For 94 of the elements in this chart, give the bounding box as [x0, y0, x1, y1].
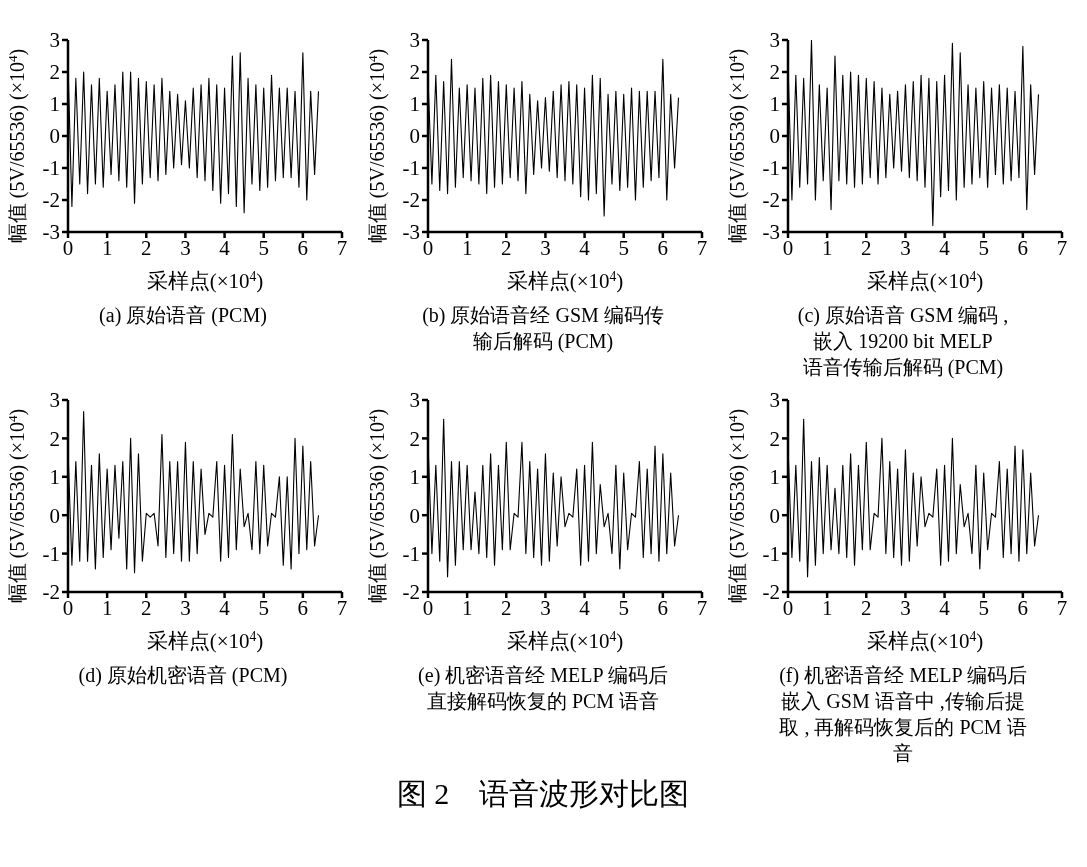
- y-tick-label: 3: [769, 28, 780, 53]
- x-tick-label: 7: [1056, 235, 1068, 260]
- y-tick-label: -1: [762, 542, 780, 567]
- y-tick-label: -2: [762, 580, 780, 605]
- y-tick-label: -1: [402, 542, 420, 567]
- x-axis-title: 采样点(×10$^{4}$): [506, 628, 624, 653]
- x-tick-label: 6: [1017, 595, 1029, 620]
- text: (f) 机密语音经 MELP 编码后嵌入 GSM 语音中 ,传输后提取 , 再解码恢复后的 PCM 语音: [778, 663, 1028, 766]
- x-tick-label: 7: [336, 595, 348, 620]
- x-axis-title: 采样点(×10$^{4}$): [506, 268, 624, 293]
- y-tick-label: 0: [769, 503, 780, 528]
- x-tick-label: 3: [900, 235, 911, 260]
- y-tick-label: -1: [402, 156, 420, 181]
- x-tick-label: 5: [978, 235, 989, 260]
- x-tick-label: 7: [696, 235, 708, 260]
- x-tick-label: 4: [939, 595, 951, 620]
- y-tick-label: 0: [409, 503, 420, 528]
- x-tick-label: 6: [657, 595, 669, 620]
- text: (a) 原始语音 (PCM): [98, 303, 268, 328]
- x-tick-label: 1: [101, 235, 113, 260]
- x-tick-label: 4: [939, 235, 951, 260]
- y-tick-label: -2: [402, 188, 420, 213]
- x-tick-label: 7: [1056, 595, 1068, 620]
- x-axis-title: 采样点(×10$^{4}$): [146, 628, 264, 653]
- y-tick-label: 1: [409, 92, 420, 117]
- x-tick-label: 3: [540, 595, 551, 620]
- text: (c) 原始语音 GSM 编码 , 嵌入 19200 bit MELP 语音传输后解码 (PCM): [796, 303, 1010, 380]
- text: (b) 原始语音经 GSM 编码传输后解码 (PCM): [421, 303, 665, 354]
- x-tick-label: 2: [861, 235, 872, 260]
- y-tick-label: 0: [409, 124, 420, 149]
- y-tick-label: 1: [769, 92, 780, 117]
- x-tick-label: 7: [696, 595, 708, 620]
- x-tick-label: 6: [297, 235, 309, 260]
- x-tick-label: 6: [1017, 235, 1029, 260]
- y-tick-label: -1: [42, 156, 60, 181]
- x-tick-label: 5: [978, 595, 989, 620]
- y-tick-label: -3: [42, 220, 60, 245]
- x-tick-label: 3: [540, 235, 551, 260]
- y-tick-label: -2: [402, 580, 420, 605]
- text: (e) 机密语音经 MELP 编码后直接解码恢复的 PCM 语音: [417, 663, 669, 714]
- x-tick-label: 1: [461, 595, 473, 620]
- x-tick-label: 1: [461, 235, 473, 260]
- x-tick-label: 4: [579, 595, 591, 620]
- y-tick-label: 1: [769, 465, 780, 490]
- y-tick-label: 2: [49, 60, 60, 85]
- x-tick-label: 5: [618, 235, 629, 260]
- y-tick-label: -2: [42, 580, 60, 605]
- x-axis-title: 采样点(×10$^{4}$): [146, 268, 264, 293]
- y-tick-label: -3: [762, 220, 780, 245]
- x-tick-label: 1: [821, 235, 833, 260]
- y-tick-label: 0: [49, 503, 60, 528]
- y-tick-label: 3: [49, 28, 60, 53]
- y-tick-label: 3: [769, 388, 780, 413]
- x-tick-label: 3: [900, 595, 911, 620]
- x-tick-label: 6: [297, 595, 309, 620]
- y-tick-label: 0: [769, 124, 780, 149]
- y-tick-label: -1: [762, 156, 780, 181]
- x-tick-label: 1: [821, 595, 833, 620]
- x-tick-label: 5: [258, 235, 269, 260]
- y-tick-label: 0: [49, 124, 60, 149]
- y-tick-label: -2: [762, 188, 780, 213]
- y-tick-label: 3: [409, 388, 420, 413]
- x-tick-label: 6: [657, 235, 669, 260]
- x-tick-label: 7: [336, 235, 348, 260]
- y-tick-label: 1: [49, 92, 60, 117]
- x-tick-label: 5: [258, 595, 269, 620]
- x-tick-label: 3: [180, 595, 191, 620]
- y-tick-label: 1: [409, 465, 420, 490]
- y-tick-label: 2: [49, 426, 60, 451]
- x-tick-label: 4: [219, 595, 231, 620]
- x-axis-title: 采样点(×10$^{4}$): [866, 628, 984, 653]
- y-tick-label: -2: [42, 188, 60, 213]
- y-tick-label: 2: [409, 60, 420, 85]
- y-tick-label: 3: [49, 388, 60, 413]
- y-tick-label: 2: [769, 60, 780, 85]
- text: (d) 原始机密语音 (PCM): [77, 663, 289, 688]
- x-tick-label: 1: [101, 595, 113, 620]
- x-tick-label: 2: [501, 595, 512, 620]
- y-tick-label: -3: [402, 220, 420, 245]
- x-tick-label: 2: [141, 235, 152, 260]
- y-tick-label: 2: [769, 426, 780, 451]
- x-tick-label: 4: [219, 235, 231, 260]
- caption: 图 2 语音波形对比图: [395, 776, 691, 812]
- x-axis-title: 采样点(×10$^{4}$): [866, 268, 984, 293]
- y-tick-label: -1: [42, 542, 60, 567]
- x-tick-label: 3: [180, 235, 191, 260]
- y-tick-label: 1: [49, 465, 60, 490]
- y-tick-label: 2: [409, 426, 420, 451]
- x-tick-label: 2: [861, 595, 872, 620]
- x-tick-label: 4: [579, 235, 591, 260]
- y-tick-label: 3: [409, 28, 420, 53]
- x-tick-label: 5: [618, 595, 629, 620]
- x-tick-label: 2: [141, 595, 152, 620]
- x-tick-label: 2: [501, 235, 512, 260]
